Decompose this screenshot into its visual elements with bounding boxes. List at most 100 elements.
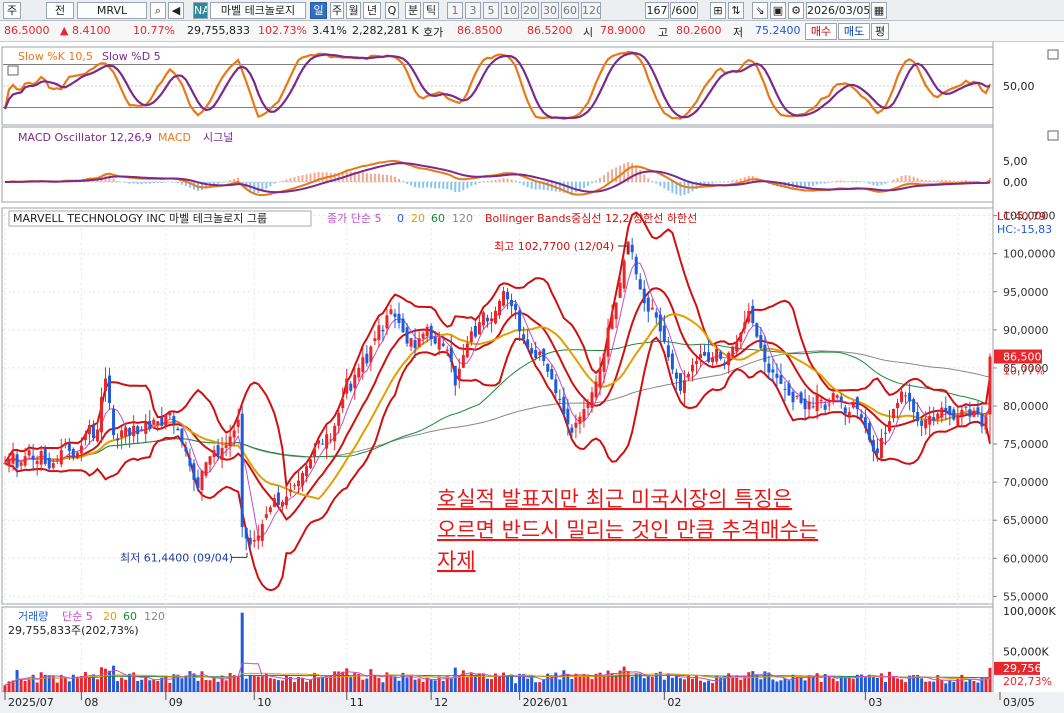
toolbar-item-2[interactable]: MRVL [77,2,147,19]
calendar-icon[interactable]: ▦ [871,2,887,19]
candle-body [883,432,887,434]
volume-bar [936,675,940,692]
volume-bar [928,681,932,692]
candle-body [296,480,300,487]
price-title-box [8,210,312,227]
toolbar-item-16[interactable]: 20 [521,2,539,19]
eval-button[interactable]: 평 [871,23,889,40]
toolbar-item-20[interactable]: 167 [645,2,669,19]
candle-body [867,422,871,441]
toolbar-item-18[interactable]: 60 [561,2,579,19]
volume-bar [703,682,707,692]
toolbar-item-7[interactable]: 월 [346,2,361,19]
toolbar-item-11[interactable]: 틱 [423,2,439,19]
volume-bar [618,670,622,692]
toolbar-item-12[interactable]: 1 [447,2,463,19]
volume-title: 거래량 [18,610,48,623]
candle-body [699,354,703,359]
volume-info: 29,755,833주(202,73%) [8,624,139,637]
toolbar-item-13[interactable]: 3 [465,2,481,19]
volume-bar [208,680,212,692]
buy-button[interactable]: 매수 [805,23,837,40]
candle-body [518,310,522,332]
sell-button[interactable]: 매도 [838,23,870,40]
candle-body [896,402,900,409]
toolbar-item-15[interactable]: 10 [501,2,519,19]
volume-bar [892,677,896,692]
lc-label: LC:40,79 [997,210,1046,223]
candle-body [401,318,405,333]
bb-lower-line [4,336,991,592]
toolbar-item-1[interactable]: 전 [46,2,74,19]
toolbar-item-22[interactable]: 2026/03/05 [806,2,870,19]
volume-bar [67,681,71,692]
candle-body [622,260,626,289]
volume-bar [240,612,244,692]
candle-body [313,448,317,457]
volume-bar [610,673,614,692]
candle-body [192,463,196,480]
minimize-icon[interactable]: ⇘ [752,2,768,19]
candle-body [859,414,863,419]
volume-bar [59,674,63,692]
turnover: 3.41% [312,24,347,37]
price-tick-label: 90,0000 [1003,324,1049,337]
volume-bar [232,675,236,692]
chart-area: Slow %K 10,5 Slow %D 5 50,00 MACD Oscillato… [0,42,1064,713]
candle-body [309,459,313,469]
toolbar-item-0[interactable]: 주 [3,2,21,19]
volume-bar [465,676,469,692]
high-label: 고 [658,26,669,39]
candle-body [184,447,188,452]
volume-bar [944,683,948,692]
volume-bar [489,679,493,692]
candle-body [333,425,337,442]
macd-settings-icon [1047,130,1059,141]
search-icon[interactable]: ⌕ [150,2,166,19]
volume-bar [968,679,972,692]
candle-body [152,419,156,425]
volume-bar [859,674,863,692]
settings-icon[interactable]: ⚙ [788,2,804,19]
volume-ma-num: 120 [144,610,165,623]
volume-bar [831,678,835,692]
volume-bar [590,679,594,692]
toolbar-item-4[interactable]: 마벨 테크놀로지 [210,2,306,19]
volume-bar [811,677,815,692]
toolbar-item-21[interactable]: /600 [670,2,698,19]
volume-bar [381,682,385,692]
price-tick-label: 100,0000 [1003,248,1056,261]
candle-body [711,357,715,363]
toolbar-item-10[interactable]: 분 [405,2,421,19]
volume-bar [867,674,871,692]
volume-bar [296,677,300,692]
toolbar-item-9[interactable]: Q [385,2,399,19]
toolbar-item-3[interactable]: NA [193,2,208,19]
grid-icon[interactable]: ⊞ [710,2,726,19]
toolbar-item-14[interactable]: 5 [483,2,499,19]
toolbar-item-8[interactable]: 년 [363,2,381,19]
volume-bar [441,680,445,692]
volume-bar [972,681,976,692]
toolbar-item-6[interactable]: 주 [330,2,344,19]
candle-body [928,415,932,425]
candle-body [964,406,968,408]
toolbar: 주전MRVLNA마벨 테크놀로지일주월년Q분틱13510203060120167… [0,0,1064,21]
volume-bar [309,679,313,692]
volume-bar [79,676,83,692]
volume-bar [510,675,514,692]
toolbar-item-19[interactable]: 120 [581,2,601,19]
candle-body [759,335,763,349]
toolbar-item-5[interactable]: 일 [310,2,327,19]
candle-body [980,413,984,427]
toolbar-item-17[interactable]: 30 [541,2,559,19]
hc-label: HC:-15,83 [997,223,1052,236]
sound-icon[interactable]: ◀ [168,2,184,19]
volume-bar [156,680,160,692]
volume-bar [803,680,807,692]
split-icon[interactable]: ⇅ [728,2,744,19]
candle-body [276,492,280,505]
volume-bar [3,685,7,692]
save-icon[interactable]: ▣ [770,2,786,19]
price-tick-label: 95,0000 [1003,286,1049,299]
